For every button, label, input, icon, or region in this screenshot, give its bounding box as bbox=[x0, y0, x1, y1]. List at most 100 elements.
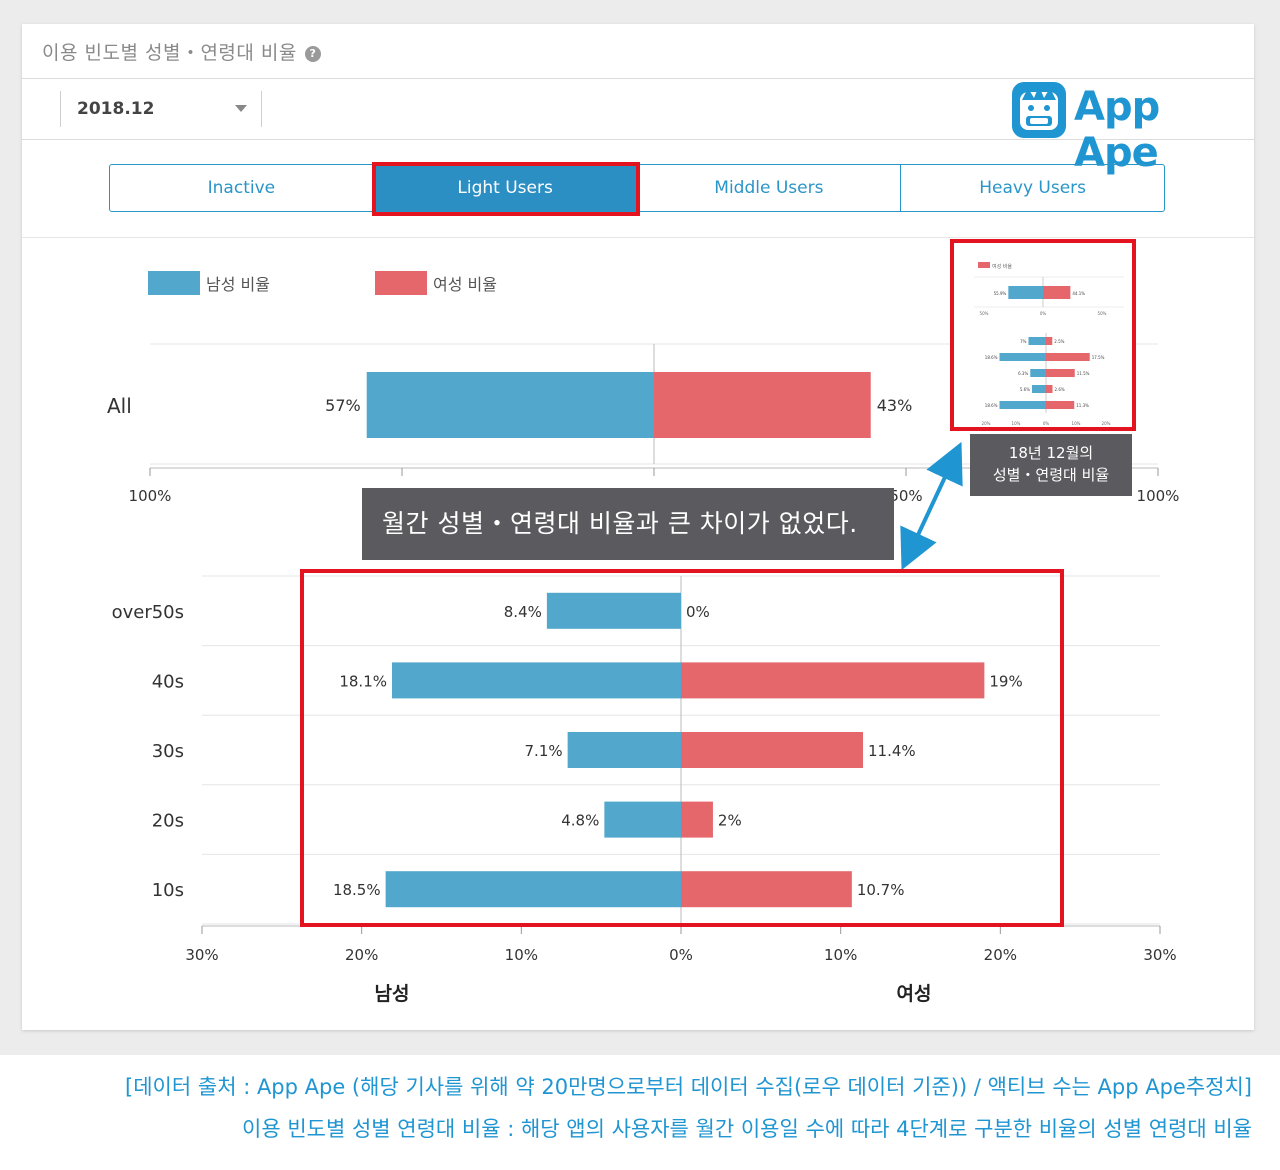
tick-label: 30% bbox=[185, 946, 218, 964]
question-icon[interactable]: ? bbox=[304, 46, 321, 62]
tick-label: 20% bbox=[984, 946, 1017, 964]
inset-bar-male bbox=[999, 401, 1046, 409]
bar-all-female bbox=[654, 372, 871, 438]
bar-male bbox=[385, 871, 681, 908]
tick-label: 0% bbox=[669, 946, 693, 964]
callout-text: 월간 성별・연령대 비율과 큰 차이가 없었다. bbox=[382, 509, 858, 538]
inset-legend-label: 여성 비율 bbox=[992, 263, 1012, 270]
inset-tick-label: 10% bbox=[1072, 421, 1081, 426]
category-label: 10s bbox=[152, 880, 184, 901]
inset-bar-female bbox=[1046, 385, 1053, 393]
inset-label-male: 18.6% bbox=[985, 355, 998, 360]
tick-label: 30% bbox=[1143, 946, 1176, 964]
bar-male bbox=[546, 592, 681, 629]
page-title: 이용 빈도별 성별・연령대 비율? bbox=[42, 38, 321, 65]
inset-tick-label: 50% bbox=[1098, 311, 1107, 316]
inset-label-female: 2.6% bbox=[1055, 387, 1065, 392]
month-select[interactable]: 2018.12 bbox=[60, 91, 262, 127]
month-select-value: 2018.12 bbox=[77, 99, 155, 119]
label-male: 18.5% bbox=[333, 881, 381, 899]
footer-source: [데이터 출처 : App Ape (해당 기사를 위해 약 20만명으로부터 … bbox=[125, 1075, 1252, 1099]
bar-all-male bbox=[366, 372, 654, 438]
bar-female bbox=[681, 801, 713, 838]
tick-label: 50% bbox=[889, 487, 922, 505]
inset-bar-male bbox=[1028, 337, 1046, 345]
label-female: 0% bbox=[686, 603, 710, 621]
category-label: over50s bbox=[112, 602, 184, 623]
inset-label-female: 11.5% bbox=[1077, 371, 1090, 376]
inset-label-female: 11.3% bbox=[1076, 403, 1089, 408]
tick-label: 100% bbox=[129, 487, 172, 505]
inset-chart: 여성 비율 55.9% 44.1% 50% 0% 50% 7% 2.5% 18.6% 17.5% 6… bbox=[974, 262, 1124, 426]
tick-label: 20% bbox=[345, 946, 378, 964]
label-female: 19% bbox=[989, 672, 1022, 690]
legend-swatch-male bbox=[148, 271, 200, 295]
legend-label-female: 여성 비율 bbox=[433, 275, 497, 294]
page-title-text: 이용 빈도별 성별・연령대 비율 bbox=[42, 42, 297, 64]
bar-female bbox=[681, 871, 852, 908]
inset-bar-female bbox=[1046, 337, 1053, 345]
bar-male bbox=[604, 801, 681, 838]
category-label: 30s bbox=[152, 741, 184, 762]
bar-female bbox=[681, 662, 985, 699]
tick-label: 10% bbox=[505, 946, 538, 964]
category-label: All bbox=[107, 394, 132, 418]
inset-bar-female bbox=[1046, 401, 1075, 409]
bar-male bbox=[392, 662, 681, 699]
inset-label-male: 5.6% bbox=[1020, 387, 1030, 392]
tab-light-users[interactable]: Light Users bbox=[373, 165, 638, 211]
inset-tick-label: 50% bbox=[980, 311, 989, 316]
inset-bar-male bbox=[1030, 369, 1046, 377]
label-male: 4.8% bbox=[561, 812, 599, 830]
tab-middle-users[interactable]: Middle Users bbox=[638, 165, 902, 211]
inset-bar-female bbox=[1046, 369, 1075, 377]
category-label: 20s bbox=[152, 811, 184, 832]
inset-label-line1: 18년 12월의 bbox=[1008, 444, 1094, 462]
card-header: 이용 빈도별 성별・연령대 비율? bbox=[22, 24, 1254, 79]
tick-label: 10% bbox=[824, 946, 857, 964]
tab-heavy-users[interactable]: Heavy Users bbox=[979, 178, 1087, 198]
inset-tick-label: 0% bbox=[1040, 311, 1047, 316]
inset-label-female: 44.1% bbox=[1072, 291, 1085, 296]
inset-bar-male bbox=[999, 353, 1046, 361]
inset-tick-label: 0% bbox=[1043, 421, 1050, 426]
bar-male bbox=[567, 732, 681, 768]
side-label-male: 남성 bbox=[375, 983, 410, 1005]
chart-card: 이용 빈도별 성별・연령대 비율? 2018.12 App Ape Inacti… bbox=[22, 24, 1254, 1030]
inset-bar-male bbox=[1008, 286, 1043, 299]
section-divider bbox=[22, 237, 1254, 238]
label-all-female: 43% bbox=[877, 396, 913, 415]
tick-label: 100% bbox=[1137, 487, 1180, 505]
inset-label: 18년 12월의 성별・연령대 비율 bbox=[970, 434, 1132, 496]
toolbar: 2018.12 bbox=[22, 79, 1254, 140]
inset-chart-box: 여성 비율 55.9% 44.1% 50% 0% 50% 7% 2.5% 18.6% 17.5% 6… bbox=[950, 239, 1136, 431]
app-ape-logo: App Ape bbox=[1008, 76, 1248, 176]
inset-tick-label: 20% bbox=[1102, 421, 1111, 426]
inset-label-male: 18.6% bbox=[985, 403, 998, 408]
callout-box: 월간 성별・연령대 비율과 큰 차이가 없었다. bbox=[362, 488, 894, 560]
inset-bar-male bbox=[1032, 385, 1046, 393]
inset-label-male: 6.3% bbox=[1018, 371, 1028, 376]
footer-definition: 이용 빈도별 성별 연령대 비율 : 해당 앱의 사용자를 월간 이용일 수에 … bbox=[242, 1117, 1252, 1141]
footer: [데이터 출처 : App Ape (해당 기사를 위해 약 20만명으로부터 … bbox=[0, 1055, 1280, 1170]
inset-bar-female bbox=[1043, 286, 1071, 299]
label-all-male: 57% bbox=[325, 396, 361, 415]
logo-text: App Ape bbox=[1074, 84, 1160, 176]
inset-label-female: 17.5% bbox=[1092, 355, 1105, 360]
bar-female bbox=[681, 732, 864, 768]
label-female: 10.7% bbox=[857, 881, 905, 899]
side-label-female: 여성 bbox=[897, 983, 932, 1005]
inset-tick-label: 20% bbox=[982, 421, 991, 426]
main-chart: 남성 비율 여성 비율 57% 43% All 100% 50% 0% 50% 100% over5… bbox=[107, 271, 1180, 1005]
inset-bar-female bbox=[1046, 353, 1090, 361]
inset-legend-swatch bbox=[978, 262, 990, 268]
inset-label-female: 2.5% bbox=[1054, 339, 1064, 344]
label-female: 11.4% bbox=[868, 742, 916, 760]
label-male: 8.4% bbox=[504, 603, 542, 621]
category-label: 40s bbox=[152, 671, 184, 692]
label-male: 7.1% bbox=[525, 742, 563, 760]
label-female: 2% bbox=[718, 812, 742, 830]
legend-label-male: 남성 비율 bbox=[206, 275, 270, 294]
legend-swatch-female bbox=[375, 271, 427, 295]
ape-mascot-icon bbox=[1012, 82, 1066, 138]
